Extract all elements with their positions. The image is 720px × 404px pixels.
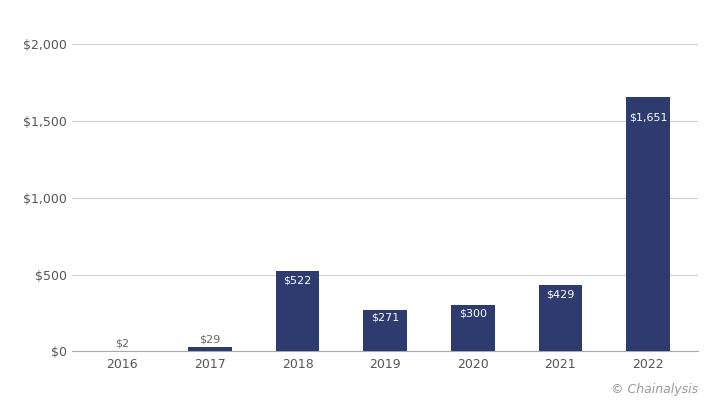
Bar [188, 347, 232, 351]
Bar [626, 97, 670, 351]
Text: $2: $2 [115, 339, 130, 348]
Bar [539, 286, 582, 351]
Text: $29: $29 [199, 334, 220, 344]
Text: $522: $522 [284, 276, 312, 286]
Text: $271: $271 [371, 312, 400, 322]
Text: © Chainalysis: © Chainalysis [611, 383, 698, 396]
Text: $300: $300 [459, 308, 487, 318]
Bar [451, 305, 495, 351]
Bar [276, 271, 320, 351]
Text: $1,651: $1,651 [629, 113, 667, 123]
Bar [364, 310, 407, 351]
Text: $429: $429 [546, 289, 575, 299]
